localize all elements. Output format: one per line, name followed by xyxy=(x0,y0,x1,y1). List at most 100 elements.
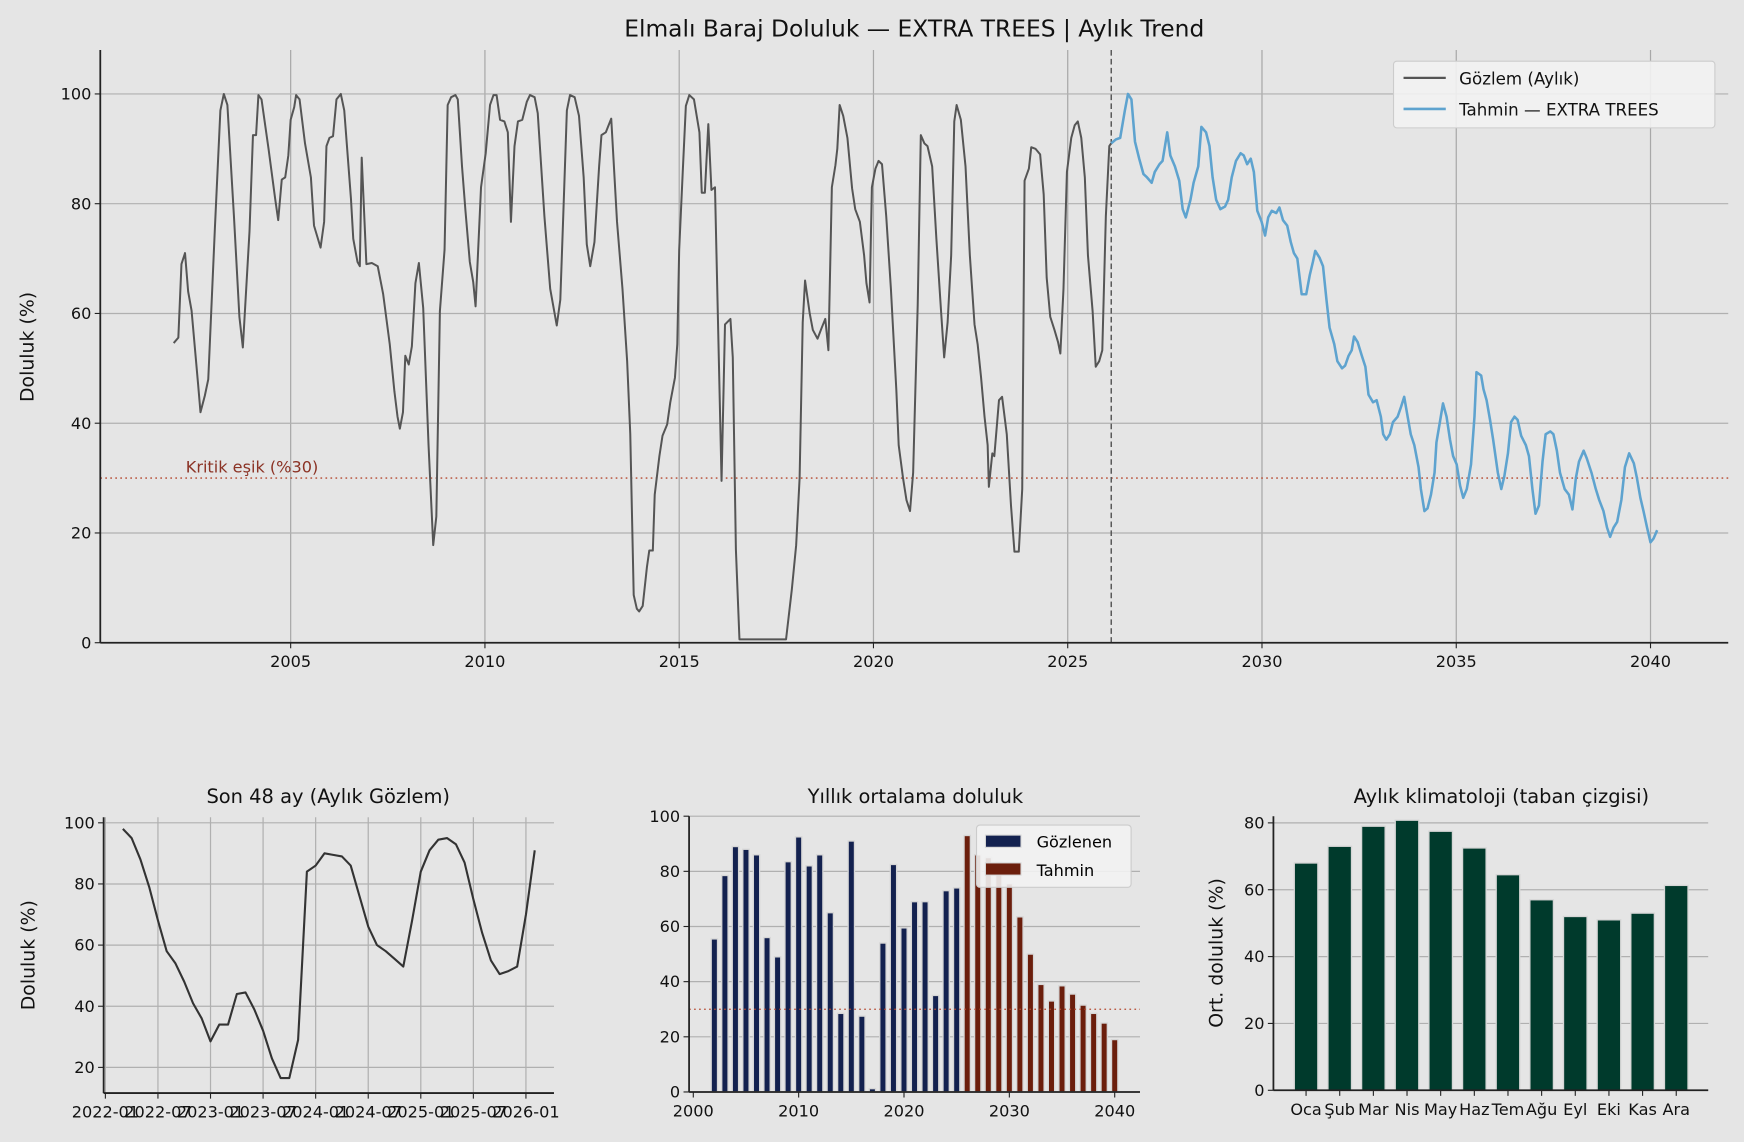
observed-annual-bar xyxy=(910,901,919,1093)
y-tick-label: 80 xyxy=(660,862,681,881)
forecast-annual-bar xyxy=(1026,953,1035,1093)
x-tick-label: 2030 xyxy=(989,1101,1030,1120)
y-tick-label: 40 xyxy=(74,997,95,1016)
climatology-bar xyxy=(1630,912,1656,1091)
legend-observed-bar-label: Gözlenen xyxy=(1037,832,1113,851)
y-tick-label: 0 xyxy=(81,633,91,652)
y-tick-label: 100 xyxy=(61,85,92,104)
legend-observed-bar-swatch xyxy=(984,834,1022,848)
forecast-annual-bar xyxy=(1089,1012,1098,1093)
y-tick-label: 60 xyxy=(74,936,95,955)
main-legend: Gözlem (Aylık) Tahmin — EXTRA TREES xyxy=(1392,60,1716,129)
main-title: Elmalı Baraj Doluluk — EXTRA TREES | Ayl… xyxy=(624,15,1204,43)
climatology-bar xyxy=(1461,847,1487,1091)
climatology-bar xyxy=(1327,845,1353,1091)
x-tick-label: 2005 xyxy=(270,652,311,671)
x-tick-label: 2040 xyxy=(1094,1101,1135,1120)
observed-annual-bar xyxy=(710,938,719,1093)
y-tick-label: 40 xyxy=(1244,947,1265,966)
x-tick-label: 2010 xyxy=(778,1101,819,1120)
x-tick-label: 2035 xyxy=(1436,652,1477,671)
observed-annual-bar xyxy=(889,863,898,1093)
legend-forecast-label: Tahmin — EXTRA TREES xyxy=(1458,101,1659,120)
x-tick-label: 2023-01 xyxy=(177,1103,244,1122)
recent-ylabel: Doluluk (%) xyxy=(18,900,40,1010)
y-tick-label: 100 xyxy=(64,813,95,832)
forecast-annual-bar xyxy=(994,861,1003,1093)
climatology-title: Aylık klimatoloji (taban çizgisi) xyxy=(1354,785,1649,808)
x-tick-label: 2025 xyxy=(1047,652,1088,671)
x-tick-label: Ara xyxy=(1662,1100,1690,1119)
y-tick-label: 60 xyxy=(71,304,92,323)
threshold-label: Kritik eşik (%30) xyxy=(186,458,319,477)
y-tick-label: 20 xyxy=(660,1027,681,1046)
forecast-annual-bar xyxy=(973,854,982,1093)
x-tick-label: Mar xyxy=(1358,1100,1389,1119)
forecast-annual-bar xyxy=(1047,1000,1056,1093)
observed-annual-bar xyxy=(879,942,887,1093)
forecast-annual-bar xyxy=(1037,983,1045,1093)
recent-48-months-axes: 204060801002022-012022-072023-012023-072… xyxy=(64,813,560,1121)
x-tick-label: 2020 xyxy=(853,652,894,671)
y-tick-label: 0 xyxy=(1254,1081,1264,1100)
observed-annual-bar xyxy=(847,840,856,1093)
observed-annual-bar xyxy=(952,887,961,1093)
x-tick-label: 2024-01 xyxy=(282,1103,349,1122)
recent-title: Son 48 ay (Aylık Gözlem) xyxy=(206,785,450,808)
x-tick-label: 2030 xyxy=(1241,652,1282,671)
climatology-bar xyxy=(1394,819,1420,1091)
x-tick-label: 2022-07 xyxy=(124,1103,191,1122)
climatology-bar xyxy=(1428,830,1454,1091)
x-tick-label: Tem xyxy=(1491,1100,1525,1119)
x-tick-label: 2025-01 xyxy=(387,1103,454,1122)
x-tick-label: Oca xyxy=(1290,1100,1321,1119)
y-tick-label: 20 xyxy=(1244,1014,1265,1033)
observed-annual-bar xyxy=(805,865,814,1093)
main-legend-box xyxy=(1392,60,1716,129)
climatology-bar xyxy=(1293,862,1319,1091)
observed-annual-bar xyxy=(752,854,761,1093)
x-tick-label: Kas xyxy=(1628,1100,1657,1119)
legend-forecast-bar-swatch xyxy=(984,862,1022,876)
x-tick-label: Eyl xyxy=(1563,1100,1587,1119)
y-tick-label: 80 xyxy=(71,194,92,213)
forecast-series-line xyxy=(1110,92,1659,544)
forecast-annual-bar xyxy=(1005,883,1014,1093)
y-tick-label: 100 xyxy=(649,807,680,826)
y-tick-label: 40 xyxy=(660,972,681,991)
main-ylabel: Doluluk (%) xyxy=(17,292,39,402)
observed-annual-bar xyxy=(731,845,740,1093)
x-tick-label: Ağu xyxy=(1526,1100,1557,1119)
x-tick-label: 2025-07 xyxy=(440,1103,507,1122)
observed-annual-bar xyxy=(826,912,835,1093)
x-tick-label: 2026-01 xyxy=(492,1103,559,1122)
observed-annual-bar xyxy=(794,836,803,1093)
monthly-climatology-axes: 0 20 40 60 80 Oca Şub Mar Nis May Haz Tem Ağu Eyl Eki K… xyxy=(1244,813,1709,1119)
forecast-annual-bar xyxy=(1100,1022,1108,1093)
climatology-bar xyxy=(1529,899,1555,1091)
x-tick-label: May xyxy=(1424,1100,1458,1119)
y-tick-label: 80 xyxy=(1244,813,1265,832)
forecast-annual-bar xyxy=(984,856,993,1093)
observed-annual-bar xyxy=(836,1012,845,1093)
y-tick-label: 20 xyxy=(74,1058,95,1077)
y-tick-label: 80 xyxy=(74,875,95,894)
observed-annual-bar xyxy=(742,848,750,1093)
x-tick-label: 2040 xyxy=(1630,652,1671,671)
y-tick-label: 60 xyxy=(660,917,681,936)
observed-annual-bar xyxy=(921,901,929,1093)
legend-observed-label: Gözlem (Aylık) xyxy=(1459,70,1579,89)
observed-annual-bar xyxy=(942,889,950,1093)
climatology-ylabel: Ort. doluluk (%) xyxy=(1205,878,1227,1028)
forecast-annual-bar xyxy=(1016,916,1024,1093)
x-tick-label: 2000 xyxy=(673,1101,714,1120)
x-tick-label: Şub xyxy=(1324,1100,1355,1119)
annual-legend: Gözlenen Tahmin xyxy=(975,824,1132,888)
forecast-annual-bar xyxy=(1058,985,1066,1093)
annual-title: Yıllık ortalama doluluk xyxy=(807,785,1024,808)
observed-series-line xyxy=(172,92,1113,641)
observed-annual-bar xyxy=(763,936,771,1093)
climatology-bar xyxy=(1562,915,1588,1091)
